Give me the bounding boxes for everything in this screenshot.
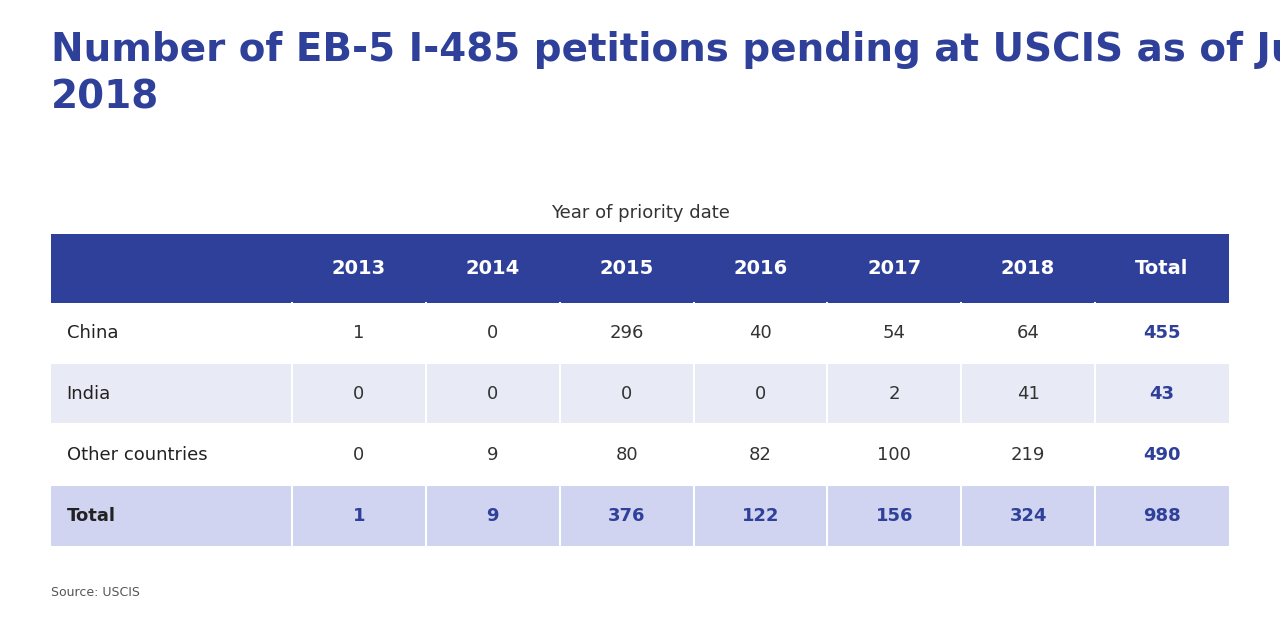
Text: 1: 1 xyxy=(353,507,365,525)
Text: 455: 455 xyxy=(1143,324,1180,342)
Text: 0: 0 xyxy=(353,446,365,464)
Text: 43: 43 xyxy=(1149,385,1174,403)
Text: 100: 100 xyxy=(877,446,911,464)
Text: 64: 64 xyxy=(1016,324,1039,342)
Text: 2: 2 xyxy=(888,385,900,403)
Bar xyxy=(51,424,1229,485)
Text: China: China xyxy=(67,324,118,342)
Text: 9: 9 xyxy=(488,446,498,464)
Text: 2013: 2013 xyxy=(332,259,387,278)
Text: 156: 156 xyxy=(876,507,913,525)
Text: 122: 122 xyxy=(741,507,780,525)
Text: 0: 0 xyxy=(488,324,498,342)
Bar xyxy=(51,485,1229,546)
Text: 9: 9 xyxy=(486,507,499,525)
Text: Total: Total xyxy=(67,507,115,525)
Text: 296: 296 xyxy=(609,324,644,342)
Text: Number of EB-5 I-485 petitions pending at USCIS as of July
2018: Number of EB-5 I-485 petitions pending a… xyxy=(51,31,1280,116)
Text: 1: 1 xyxy=(353,324,365,342)
Text: 2016: 2016 xyxy=(733,259,787,278)
Text: 2014: 2014 xyxy=(466,259,520,278)
Text: 2015: 2015 xyxy=(599,259,654,278)
Text: 324: 324 xyxy=(1010,507,1047,525)
Text: Other countries: Other countries xyxy=(67,446,207,464)
Text: 41: 41 xyxy=(1016,385,1039,403)
Text: 54: 54 xyxy=(883,324,906,342)
Text: 82: 82 xyxy=(749,446,772,464)
Text: 0: 0 xyxy=(353,385,365,403)
Text: 2018: 2018 xyxy=(1001,259,1055,278)
Text: 490: 490 xyxy=(1143,446,1180,464)
Text: 219: 219 xyxy=(1011,446,1046,464)
Text: Source: USCIS: Source: USCIS xyxy=(51,586,140,599)
Bar xyxy=(51,303,1229,363)
Text: Year of priority date: Year of priority date xyxy=(550,203,730,222)
Text: 40: 40 xyxy=(749,324,772,342)
Text: 0: 0 xyxy=(621,385,632,403)
Bar xyxy=(51,234,1229,303)
Bar xyxy=(51,363,1229,424)
Text: 0: 0 xyxy=(755,385,765,403)
Text: 376: 376 xyxy=(608,507,645,525)
Text: 80: 80 xyxy=(616,446,637,464)
Text: India: India xyxy=(67,385,111,403)
Text: 2017: 2017 xyxy=(867,259,922,278)
Text: 0: 0 xyxy=(488,385,498,403)
Text: Total: Total xyxy=(1135,259,1189,278)
Text: 988: 988 xyxy=(1143,507,1180,525)
